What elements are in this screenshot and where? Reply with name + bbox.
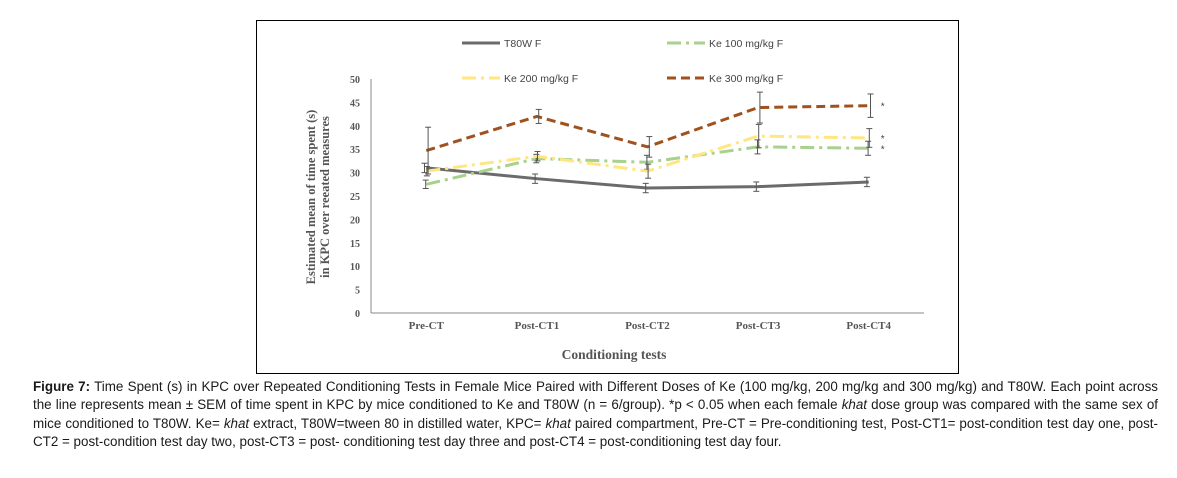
x-tick-label: Pre-CT	[409, 320, 445, 332]
error-bar	[863, 176, 870, 188]
error-bar	[755, 123, 762, 149]
y-axis-label-line2: in KPC over reeated measures	[318, 116, 332, 278]
error-bar	[756, 91, 763, 124]
caption-label: Figure 7:	[33, 379, 91, 394]
x-tick-label: Post-CT3	[736, 320, 781, 332]
error-bar	[866, 128, 873, 148]
error-bar	[646, 136, 653, 158]
series-line	[425, 104, 869, 153]
x-axis-label: Conditioning tests	[562, 347, 667, 362]
error-bar	[422, 179, 429, 190]
error-bar	[642, 182, 649, 194]
figure-caption: Figure 7: Time Spent (s) in KPC over Rep…	[33, 378, 1158, 452]
y-tick-label: 5	[355, 286, 360, 297]
legend-label: T80W F	[504, 38, 541, 50]
y-tick-label: 25	[350, 192, 360, 203]
y-tick-label: 50	[350, 75, 360, 86]
axes	[370, 79, 924, 314]
error-bar	[425, 126, 432, 175]
legend-item: Ke 300 mg/kg F	[667, 73, 783, 85]
x-tick-label: Post-CT4	[846, 320, 891, 332]
error-bar	[753, 181, 760, 192]
y-tick-label: 35	[350, 145, 360, 156]
caption-italic: khat	[223, 415, 250, 431]
legend: T80W F Ke 100 mg/kg F Ke 200 mg/kg F Ke 300…	[462, 38, 783, 85]
caption-italic: khat	[841, 397, 867, 413]
series-3: *	[423, 123, 885, 179]
chart-frame: T80W F Ke 100 mg/kg F Ke 200 mg/kg F Ke 300…	[256, 20, 959, 374]
error-bar	[645, 163, 652, 179]
x-tick-labels: Pre-CT Post-CT1 Post-CT2 Post-CT3 Post-CT4	[409, 320, 892, 332]
caption-italic: khat	[545, 415, 571, 431]
legend-item: Ke 100 mg/kg F	[667, 38, 783, 50]
y-tick-label: 45	[350, 98, 360, 109]
series-4: *	[425, 91, 885, 175]
legend-label: Ke 200 mg/kg F	[504, 73, 578, 85]
significance-marker: *	[881, 102, 885, 113]
error-bar	[532, 173, 539, 184]
legend-item: Ke 200 mg/kg F	[462, 73, 578, 85]
series-line	[426, 166, 869, 190]
caption-segment: Time Spent (s) in KPC over Repeated Cond…	[33, 379, 1158, 413]
y-tick-label: 0	[355, 309, 360, 320]
legend-label: Ke 100 mg/kg F	[709, 38, 783, 50]
y-tick-label: 20	[350, 215, 360, 226]
caption-text: Time Spent (s) in KPC over Repeated Cond…	[33, 379, 1158, 449]
line-chart: T80W F Ke 100 mg/kg F Ke 200 mg/kg F Ke 300…	[304, 38, 924, 362]
significance-marker: *	[881, 134, 885, 145]
error-bar	[535, 108, 542, 124]
legend-label: Ke 300 mg/kg F	[709, 73, 783, 85]
x-tick-label: Post-CT1	[515, 320, 560, 332]
y-tick-label: 15	[350, 239, 360, 250]
caption-segment: paired compartment, Pre-CT = Pre-conditi…	[33, 415, 1158, 450]
y-tick-label: 40	[350, 122, 360, 133]
x-tick-label: Post-CT2	[625, 320, 670, 332]
legend-item: T80W F	[462, 38, 541, 50]
series-2: *	[422, 139, 885, 190]
y-tick-label: 10	[350, 262, 360, 273]
series-line	[425, 145, 869, 186]
y-tick-labels: 0 5 10 15 20 25 30 35 40 45 50	[350, 75, 360, 320]
error-bar	[865, 140, 872, 156]
caption-segment: extract, T80W=tween 80 in distilled wate…	[249, 415, 546, 431]
series-lines: ***	[421, 91, 885, 194]
y-axis-label-line1: Estimated mean of time spent (s)	[304, 110, 318, 285]
y-tick-label: 30	[350, 169, 360, 180]
series-line	[426, 134, 869, 173]
error-bar	[867, 93, 874, 118]
caption-segment: dose group was compared with the same se…	[33, 397, 1158, 431]
error-bar	[534, 151, 541, 162]
series-1	[421, 162, 870, 194]
significance-marker: *	[881, 144, 885, 155]
error-bar	[754, 139, 761, 155]
